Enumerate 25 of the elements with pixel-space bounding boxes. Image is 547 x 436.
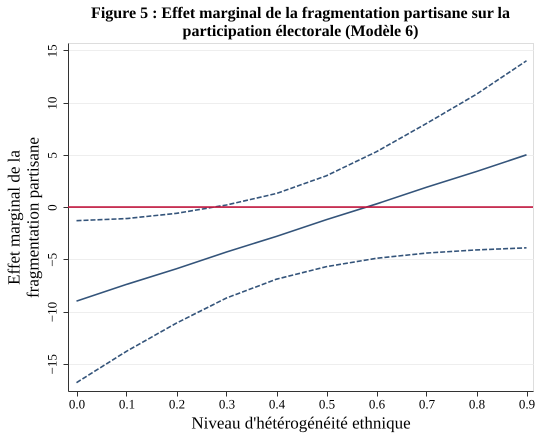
x-tick-label: 0.5 [318, 396, 336, 412]
x-tick-label: 0.2 [168, 396, 186, 412]
line-series [76, 60, 528, 222]
x-tick-label: 0.6 [368, 396, 386, 412]
x-tick-label: 0.3 [218, 396, 236, 412]
y-tick-label: −5 [44, 252, 60, 267]
x-tick-label: 0.0 [68, 396, 86, 412]
x-tick-label: 0.4 [268, 396, 286, 412]
x-axis-title: Niveau d'hétérogénéité ethnique [191, 414, 411, 432]
y-tick-label: 15 [44, 44, 60, 58]
y-tick-label: 5 [44, 152, 60, 159]
y-tick-label: −15 [44, 354, 60, 374]
y-tick-label: 10 [44, 96, 60, 110]
x-tick-label: 0.9 [518, 396, 536, 412]
x-tick-label: 0.8 [468, 396, 486, 412]
x-tick-label: 0.7 [418, 396, 436, 412]
y-tick-label: −10 [44, 302, 60, 322]
y-tick-label: 0 [44, 204, 60, 211]
line-series [76, 154, 528, 302]
text: participation électorale (Modèle 6) [182, 23, 418, 40]
x-tick-label: 0.1 [118, 396, 136, 412]
line-series [76, 247, 528, 384]
text: Effet marginal de la [4, 150, 24, 285]
text: fragmentation partisane [24, 137, 42, 298]
text: Figure 5 : Effet marginal de la fragmentation partisane sur la [91, 5, 510, 22]
